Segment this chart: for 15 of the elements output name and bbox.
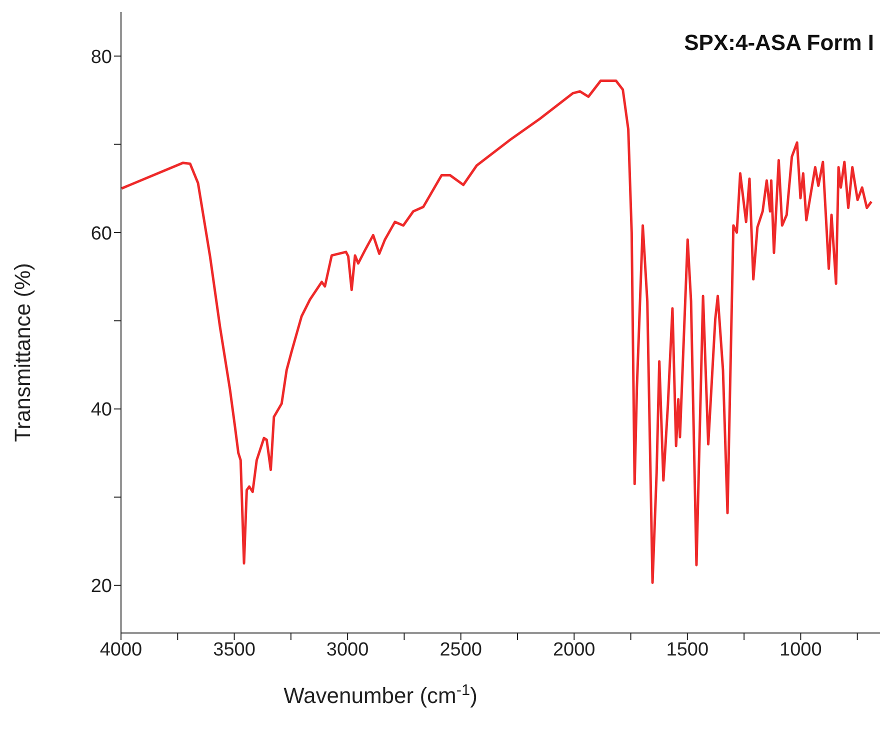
x-tick-label: 3000 — [326, 639, 369, 660]
y-tick-label: 60 — [90, 223, 112, 244]
x-tick-label: 1000 — [780, 639, 822, 660]
x-tick-label: 2500 — [440, 639, 482, 660]
x-tick-label: 1500 — [666, 639, 709, 660]
y-tick-label: 20 — [90, 576, 112, 598]
y-tick-label: 40 — [90, 400, 112, 421]
y-axis-title: Transmittance (%) — [10, 263, 35, 442]
x-tick-label: 4000 — [100, 639, 142, 660]
y-tick-label: 80 — [90, 46, 112, 68]
x-axis-title: Wavenumber (cm$^{-1}$) — [284, 682, 478, 708]
x-tick-label: 3500 — [213, 639, 256, 660]
line-series — [121, 80, 873, 584]
x-tick-label: 2000 — [552, 639, 596, 660]
text: SPX:4-ASA Form I — [684, 30, 874, 56]
